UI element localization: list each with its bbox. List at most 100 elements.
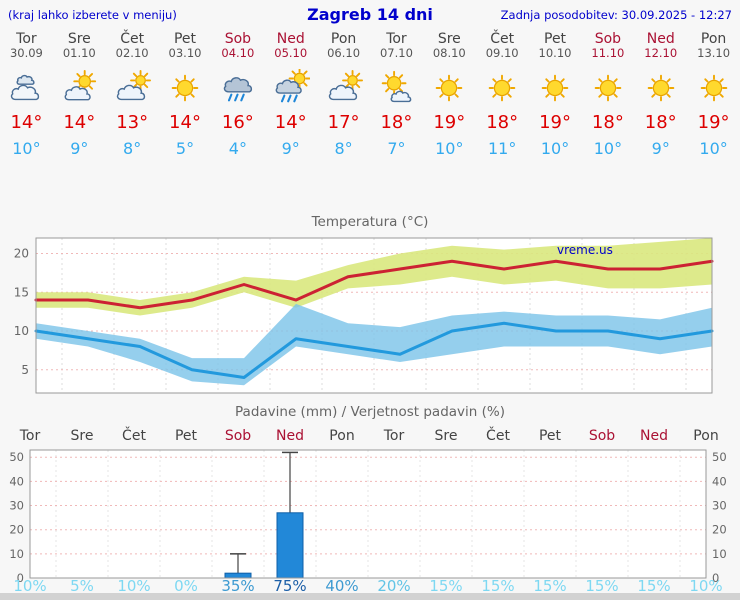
day-name: Pon (330, 31, 357, 47)
day-name: Sre (437, 31, 461, 47)
sunny-icon (700, 74, 727, 102)
day-column[interactable]: Sob 04.10 16° 4° (211, 28, 264, 174)
weather-icon-wrap (0, 69, 53, 111)
horizontal-scrollbar[interactable] (0, 593, 740, 600)
temp-max: 18° (644, 112, 677, 133)
day-column[interactable]: Pet 10.10 19° 10° (529, 28, 582, 174)
temp-min: 10° (593, 139, 623, 158)
weather-icon-wrap (634, 69, 687, 111)
day-name: Pon (700, 31, 727, 47)
temp-min: 8° (334, 139, 353, 158)
day-column[interactable]: Sob 11.10 18° 10° (581, 28, 634, 174)
day-column[interactable]: Pet 03.10 14° 5° (159, 28, 212, 174)
day-column[interactable]: Sre 08.10 19° 10° (423, 28, 476, 174)
day-column[interactable]: Sre 01.10 14° 9° (53, 28, 106, 174)
day-date: 09.10 (485, 46, 519, 60)
temp-min: 9° (70, 139, 89, 158)
precip-day-label: Sre (70, 428, 94, 444)
temp-max: 19° (433, 112, 466, 133)
day-column[interactable]: Pon 06.10 17° 8° (317, 28, 370, 174)
day-name: Čet (120, 31, 145, 47)
temp-y-tick: 15 (14, 285, 29, 299)
precip-day-label: Sob (588, 428, 616, 444)
precip-y-tick-right: 50 (712, 450, 727, 464)
precip-probability-value: 40% (325, 577, 359, 595)
weather-icon-wrap (476, 69, 529, 111)
temp-chart-title: Temperatura (°C) (311, 214, 429, 230)
day-column[interactable]: Ned 05.10 14° 9° (264, 28, 317, 174)
temp-max: 18° (591, 112, 624, 133)
sunny-icon (488, 74, 516, 102)
precip-day-label: Ned (640, 428, 668, 444)
min-range-band (36, 303, 712, 386)
day-name: Čet (490, 31, 515, 47)
mostly-cloudy-icon (116, 69, 152, 101)
day-name: Sob (594, 31, 622, 47)
precipitation-chart: 0 0 10 10 20 20 30 30 40 40 50 50 (9, 449, 727, 585)
precip-probability-value: 35% (221, 577, 255, 595)
precip-day-label: Pon (693, 428, 719, 444)
temp-min: 9° (651, 139, 670, 158)
day-date: 08.10 (432, 46, 466, 60)
day-column[interactable]: Ned 12.10 18° 9° (634, 28, 687, 174)
day-column[interactable]: Čet 02.10 13° 8° (106, 28, 159, 174)
temp-max: 13° (116, 112, 149, 133)
day-column[interactable]: Čet 09.10 18° 11° (476, 28, 529, 174)
day-column[interactable]: Tor 07.10 18° 7° (370, 28, 423, 174)
temp-min: 10° (435, 139, 464, 158)
precip-day-label: Čet (486, 428, 510, 444)
temp-max: 17° (327, 112, 360, 133)
precip-probability-value: 15% (637, 577, 671, 595)
precip-probability-value: 15% (585, 577, 619, 595)
temp-max: 18° (380, 112, 413, 133)
temp-min: 10° (699, 139, 728, 158)
day-date: 11.10 (591, 46, 625, 60)
day-name: Tor (16, 31, 37, 47)
precip-day-label: Sob (224, 428, 252, 444)
temp-y-tick: 20 (14, 247, 29, 261)
precip-probability-value: 75% (273, 577, 307, 595)
precip-probability-value: 10% (689, 577, 723, 595)
precip-probability-value: 15% (533, 577, 567, 595)
sunny-icon (541, 74, 569, 102)
temp-max: 19° (539, 112, 571, 133)
temp-max: 18° (486, 112, 519, 133)
day-name: Ned (276, 31, 305, 47)
day-name: Tor (386, 31, 407, 47)
precip-y-tick-right: 20 (712, 523, 727, 537)
precip-probability-value: 10% (13, 577, 47, 595)
temp-y-tick: 10 (14, 324, 29, 338)
weather-icon-wrap (53, 69, 106, 111)
precip-probability-value: 15% (481, 577, 515, 595)
day-name: Pet (544, 31, 567, 47)
temp-min: 7° (387, 139, 406, 158)
cloudy-icon (11, 74, 40, 101)
precip-y-tick-left: 30 (9, 499, 24, 513)
precip-day-label: Ned (276, 428, 304, 444)
day-date: 07.10 (379, 46, 413, 60)
day-date: 06.10 (327, 46, 361, 60)
day-name: Pet (173, 31, 197, 47)
sunny-icon (647, 74, 675, 102)
precip-day-label: Pet (174, 428, 198, 444)
weather-icon-wrap (423, 69, 476, 111)
day-column[interactable]: Tor 30.09 14° 10° (0, 28, 53, 174)
temp-max: 16° (221, 112, 254, 133)
day-date: 13.10 (697, 46, 731, 60)
precip-y-tick-left: 10 (9, 547, 24, 561)
vreme-us-link[interactable]: vreme.us (557, 243, 613, 257)
min-temperature-line (34, 321, 714, 379)
precip-y-tick-right: 0 (712, 571, 719, 585)
day-date: 02.10 (115, 46, 149, 60)
weather-icon-wrap (264, 67, 317, 111)
precip-y-tick-left: 40 (9, 474, 24, 488)
day-column[interactable]: Pon 13.10 19° 10° (687, 28, 740, 174)
temp-min: 10° (12, 139, 41, 158)
precip-probability-value: 15% (429, 577, 463, 595)
precip-probability-value: 20% (377, 577, 411, 595)
day-date: 04.10 (221, 46, 255, 60)
location-menu-note: (kraj lahko izberete v meniju) (8, 8, 177, 22)
partly-cloudy-icon (64, 69, 97, 101)
precip-y-tick-left: 20 (9, 523, 24, 537)
precip-y-tick-right: 10 (712, 547, 727, 561)
